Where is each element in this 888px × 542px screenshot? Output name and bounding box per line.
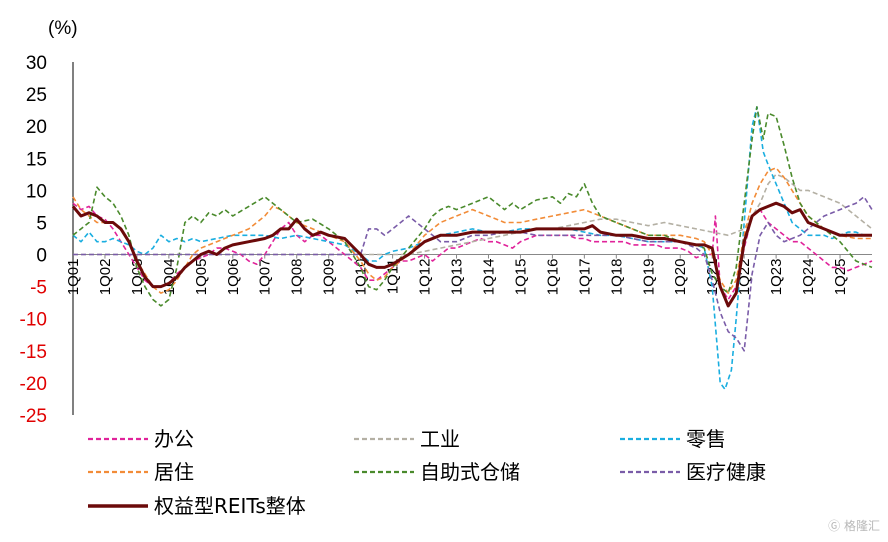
y-tick-label: -25 xyxy=(20,406,47,427)
y-tick-label: 15 xyxy=(26,149,47,170)
series-line xyxy=(72,202,873,301)
series-line xyxy=(72,106,872,391)
x-tick-label: 1Q02 xyxy=(97,259,114,296)
y-axis-ticks: 30 25 20 15 10 5 0 -5 -10 -15 -20 -25 xyxy=(20,53,47,427)
y-tick-label: 0 xyxy=(36,246,47,267)
legend-label: 零售 xyxy=(686,427,726,451)
legend-label: 医疗健康 xyxy=(686,460,766,484)
x-tick-label: 1Q14 xyxy=(480,259,497,296)
x-axis-ticks: 1Q01 1Q02 1Q03 1Q04 1Q05 1Q06 1Q07 1Q08 1Q09 1Q10… xyxy=(65,254,849,296)
y-unit-label: (%) xyxy=(48,18,78,39)
x-tick-label: 1Q13 xyxy=(449,259,466,296)
watermark: Ⓖ 格隆汇 xyxy=(828,519,880,533)
x-tick-label: 1Q24 xyxy=(800,259,817,296)
x-tick-label: 1Q25 xyxy=(832,259,849,296)
y-tick-label: 30 xyxy=(26,53,47,74)
x-tick-label: 1Q20 xyxy=(672,259,689,296)
legend-label: 自助式仓储 xyxy=(420,460,520,484)
x-tick-label: 1Q12 xyxy=(417,259,434,296)
x-tick-label: 1Q23 xyxy=(768,259,785,296)
y-tick-label: -15 xyxy=(20,342,47,363)
y-tick-label: -20 xyxy=(20,374,47,395)
x-tick-label: 1Q08 xyxy=(289,259,306,296)
y-tick-label: -10 xyxy=(20,310,47,331)
x-tick-label: 1Q06 xyxy=(225,259,242,296)
series-line xyxy=(72,167,872,294)
legend-label: 工业 xyxy=(420,427,460,451)
x-tick-label: 1Q17 xyxy=(576,259,593,296)
x-tick-label: 1Q15 xyxy=(512,259,529,296)
y-tick-label: 10 xyxy=(26,181,47,202)
legend-label: 居住 xyxy=(154,460,194,484)
x-tick-label: 1Q10 xyxy=(353,259,370,296)
legend-label: 权益型REITs整体 xyxy=(154,494,306,518)
y-tick-label: 25 xyxy=(26,85,47,106)
series-lines xyxy=(71,106,873,391)
watermark-icon: Ⓖ xyxy=(828,519,844,533)
x-tick-label: 1Q07 xyxy=(257,259,274,296)
y-tick-label: 20 xyxy=(26,117,47,138)
x-tick-label: 1Q09 xyxy=(321,259,338,296)
legend-label: 办公 xyxy=(154,427,194,451)
x-tick-label: 1Q16 xyxy=(544,259,561,296)
x-tick-label: 1Q18 xyxy=(608,259,625,296)
series-line xyxy=(71,201,872,308)
y-tick-label: -5 xyxy=(30,278,47,299)
x-tick-label: 1Q11 xyxy=(385,259,402,295)
x-tick-label: 1Q05 xyxy=(193,259,210,296)
x-tick-label: 1Q19 xyxy=(640,259,657,296)
y-tick-label: 5 xyxy=(36,213,47,234)
